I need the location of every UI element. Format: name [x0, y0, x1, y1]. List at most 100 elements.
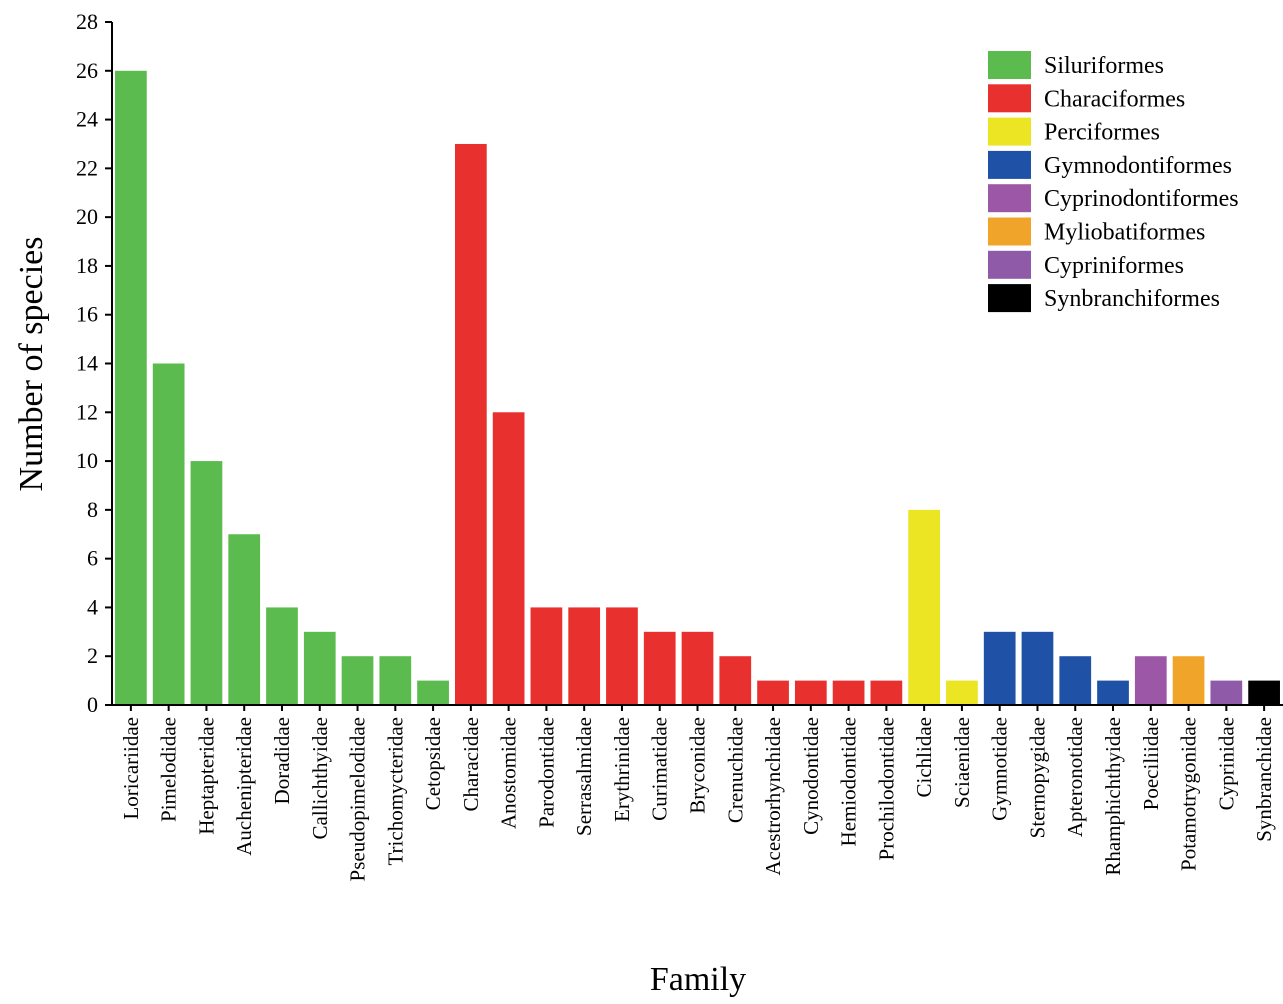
x-tick-label: Cyprinidae	[1214, 717, 1238, 810]
x-tick-label: Apteronotidae	[1063, 717, 1087, 837]
bar-poeciliidae	[1134, 656, 1167, 705]
x-tick-label: Cynodontidae	[799, 717, 823, 835]
legend-label: Myliobatiformes	[1044, 220, 1205, 246]
bar-callichthyidae	[303, 631, 336, 705]
x-tick-label: Sternopygidae	[1025, 717, 1049, 838]
x-tick-label: Callichthyidae	[308, 717, 332, 839]
bar-curimatidae	[643, 631, 676, 705]
y-tick-label: 24	[76, 107, 98, 132]
bar-sciaenidae	[946, 680, 978, 705]
bar-cyprinidae	[1210, 680, 1243, 705]
bar-crenuchidae	[719, 656, 752, 705]
x-tick-label: Heptapteridae	[194, 717, 218, 835]
bar-sternopygidae	[1021, 631, 1054, 705]
legend-label: Gymnodontiformes	[1044, 153, 1232, 179]
y-axis-title: Number of species	[13, 237, 50, 492]
bar-synbranchidae	[1248, 680, 1280, 705]
x-tick-label: Trichomycteridae	[383, 717, 407, 866]
x-tick-label: Cetopsidae	[421, 717, 445, 810]
x-tick-label: Crenuchidae	[723, 717, 747, 823]
x-tick-label: Potamotrygonidae	[1177, 717, 1201, 871]
legend-label: Perciformes	[1044, 120, 1160, 146]
bar-parodontidae	[530, 607, 563, 705]
bar-auchenipteridae	[228, 534, 261, 705]
legend-swatch	[988, 117, 1031, 146]
x-tick-label: Parodontidae	[534, 717, 558, 828]
x-tick-label: Prochilodontidae	[874, 717, 898, 860]
legend-swatch	[988, 51, 1031, 79]
legend: Siluriformes Characiformes Perciformes Gymn…	[988, 51, 1239, 313]
x-tick-label: Curimatidae	[648, 717, 672, 821]
legend-label: Synbranchiformes	[1044, 286, 1220, 312]
x-tick-label: Serrasalmidae	[572, 717, 596, 836]
legend-swatch	[988, 84, 1031, 113]
x-tick-label: Hemiodontidae	[837, 717, 861, 846]
bar-cichlidae	[908, 509, 941, 705]
bar-apteronotidae	[1059, 656, 1092, 705]
y-tick-label: 26	[76, 58, 98, 83]
bar-characidae	[454, 143, 487, 705]
x-tick-label: Synbranchidae	[1252, 717, 1276, 842]
bar-prochilodontidae	[870, 680, 903, 705]
x-tick-label: Cichlidae	[912, 717, 936, 797]
y-tick-label: 28	[76, 9, 98, 34]
x-tick-label: Poeciliidae	[1139, 717, 1163, 810]
bar-bryconidae	[681, 631, 714, 705]
y-tick-label: 18	[76, 253, 98, 278]
y-tick-label: 4	[87, 594, 98, 619]
bar-doradidae	[266, 607, 298, 705]
y-tick-label: 0	[87, 692, 98, 717]
bar-pseudopimelodidae	[341, 656, 374, 705]
bar-gymnotidae	[983, 631, 1016, 705]
y-tick-label: 8	[87, 497, 98, 522]
x-tick-label: Erythrinidae	[610, 717, 634, 822]
legend-swatch	[988, 250, 1031, 279]
y-tick-label: 12	[76, 399, 98, 424]
legend-swatch	[988, 184, 1031, 213]
legend-label: Cyprinodontiformes	[1044, 186, 1239, 212]
x-tick-label: Characidae	[459, 717, 483, 811]
x-tick-label: Rhamphichthyidae	[1101, 717, 1125, 876]
y-tick-label: 2	[87, 643, 98, 668]
x-tick-label: Pseudopimelodidae	[346, 717, 370, 881]
legend-swatch	[988, 150, 1031, 179]
bar-serrasalmidae	[568, 607, 601, 705]
bar-potamotrygonidae	[1172, 656, 1205, 705]
x-tick-label: Bryconidae	[686, 717, 710, 814]
bar-rhamphichthyidae	[1097, 680, 1129, 705]
x-tick-label: Doradidae	[270, 717, 294, 804]
legend-swatch	[988, 217, 1031, 246]
x-tick-label: Auchenipteridae	[232, 717, 256, 856]
bar-cetopsidae	[417, 680, 449, 705]
legend-label: Characiformes	[1044, 86, 1185, 112]
x-tick-label: Acestrorhynchidae	[761, 717, 785, 876]
bar-erythrinidae	[606, 607, 638, 705]
bar-trichomycteridae	[379, 656, 412, 705]
bar-pimelodidae	[152, 363, 185, 705]
y-tick-label: 20	[76, 204, 98, 229]
x-labels: Loricariidae Pimelodidae Heptapteridae Auch…	[119, 705, 1276, 881]
y-tick-label: 10	[76, 448, 98, 473]
x-tick-label: Loricariidae	[119, 717, 143, 820]
bar-acestrorhynchidae	[757, 680, 789, 705]
x-tick-label: Pimelodidae	[157, 717, 181, 822]
x-tick-label: Anostomidae	[497, 717, 521, 829]
x-axis-title: Family	[650, 961, 746, 998]
bar-loricariidae	[115, 70, 147, 706]
bar-anostomidae	[492, 412, 525, 705]
legend-label: Siluriformes	[1044, 53, 1164, 79]
legend-label: Cypriniformes	[1044, 253, 1184, 279]
y-tick-label: 14	[76, 351, 98, 376]
y-tick-label: 6	[87, 546, 98, 571]
x-tick-label: Sciaenidae	[950, 717, 974, 808]
bar-cynodontidae	[794, 680, 827, 705]
y-tick-label: 16	[76, 302, 98, 327]
bar-hemiodontidae	[832, 680, 865, 705]
x-tick-label: Gymnotidae	[988, 717, 1012, 821]
bar-heptapteridae	[190, 461, 223, 705]
bars	[115, 70, 1280, 706]
y-tick-label: 22	[76, 155, 98, 180]
